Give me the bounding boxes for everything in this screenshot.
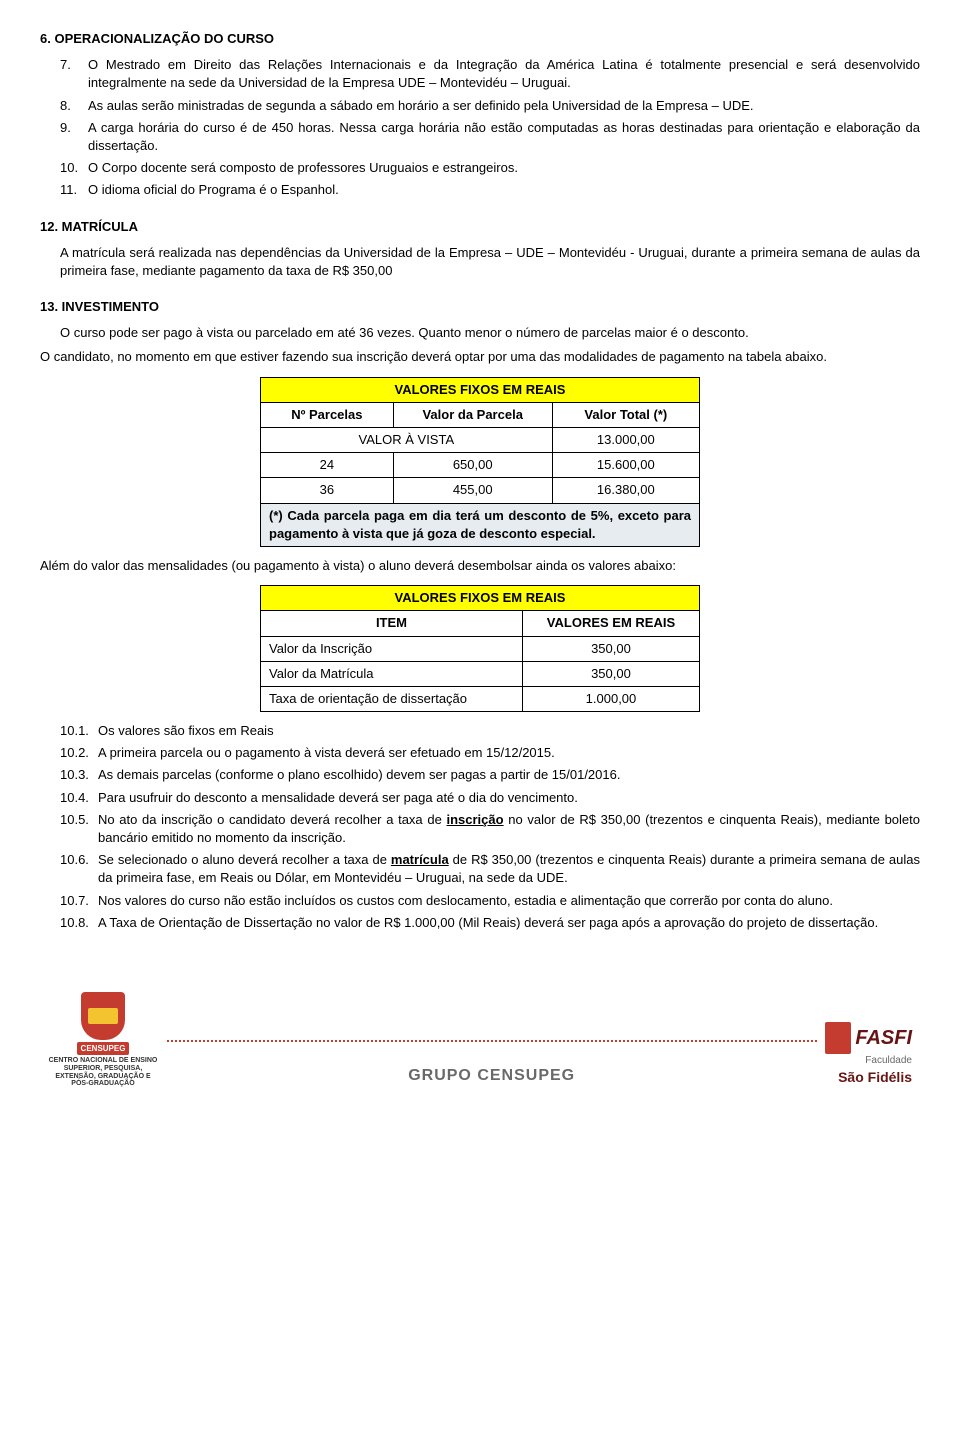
item-text: A primeira parcela ou o pagamento à vist… xyxy=(98,744,920,762)
fasfi-logo: FASFI Faculdade São Fidélis xyxy=(817,1022,920,1088)
table2-title: VALORES FIXOS EM REAIS xyxy=(261,586,700,611)
item-10-8: 10.8. A Taxa de Orientação de Dissertaçã… xyxy=(60,914,920,932)
item-7: 7. O Mestrado em Direito das Relações In… xyxy=(60,56,920,92)
item-num: 10.3. xyxy=(60,766,98,784)
table-row: Valor da Matrícula 350,00 xyxy=(261,661,700,686)
cell-item: Taxa de orientação de dissertação xyxy=(261,686,523,711)
section-13-heading: 13. INVESTIMENTO xyxy=(40,298,920,316)
section-12-heading: 12. MATRÍCULA xyxy=(40,218,920,236)
cell-parcela: 455,00 xyxy=(393,478,552,503)
table1-footnote: (*) Cada parcela paga em dia terá um des… xyxy=(261,503,700,546)
between-tables-text: Além do valor das mensalidades (ou pagam… xyxy=(40,557,920,575)
church-icon xyxy=(825,1022,851,1054)
item-10-5: 10.5. No ato da inscrição o candidato de… xyxy=(60,811,920,847)
item-num: 10.1. xyxy=(60,722,98,740)
item-10: 10. O Corpo docente será composto de pro… xyxy=(60,159,920,177)
cell-total: 15.600,00 xyxy=(552,453,699,478)
table1-vista-total: 13.000,00 xyxy=(552,428,699,453)
item-text: O Corpo docente será composto de profess… xyxy=(88,159,920,177)
cell-item: Valor da Inscrição xyxy=(261,636,523,661)
item-9: 9. A carga horária do curso é de 450 hor… xyxy=(60,119,920,155)
table1-h2: Valor da Parcela xyxy=(393,402,552,427)
cell-parcela: 650,00 xyxy=(393,453,552,478)
item-text: As demais parcelas (conforme o plano esc… xyxy=(98,766,920,784)
item-num: 10. xyxy=(60,159,88,177)
table2-h1: ITEM xyxy=(261,611,523,636)
page-footer: CENSUPEG CENTRO NACIONAL DE ENSINO SUPER… xyxy=(40,992,920,1088)
cell-val: 350,00 xyxy=(522,636,699,661)
item-text: Para usufruir do desconto a mensalidade … xyxy=(98,789,920,807)
item-num: 10.4. xyxy=(60,789,98,807)
section-13-body2: O candidato, no momento em que estiver f… xyxy=(40,348,920,366)
cell-total: 16.380,00 xyxy=(552,478,699,503)
item-10-7: 10.7. Nos valores do curso não estão inc… xyxy=(60,892,920,910)
item-10-4: 10.4. Para usufruir do desconto a mensal… xyxy=(60,789,920,807)
item-text: A Taxa de Orientação de Dissertação no v… xyxy=(98,914,920,932)
footer-divider xyxy=(40,1040,920,1042)
item-num: 10.7. xyxy=(60,892,98,910)
item-text: Se selecionado o aluno deverá recolher a… xyxy=(98,851,920,887)
item-num: 8. xyxy=(60,97,88,115)
item-10-6: 10.6. Se selecionado o aluno deverá reco… xyxy=(60,851,920,887)
section-12-body: A matrícula será realizada nas dependênc… xyxy=(60,244,920,280)
censupeg-subtitle: CENTRO NACIONAL DE ENSINO SUPERIOR, PESQ… xyxy=(48,1057,158,1088)
cell-val: 1.000,00 xyxy=(522,686,699,711)
item-text: O Mestrado em Direito das Relações Inter… xyxy=(88,56,920,92)
cell-n: 36 xyxy=(261,478,394,503)
item-10-3: 10.3. As demais parcelas (conforme o pla… xyxy=(60,766,920,784)
table-row: Valor da Inscrição 350,00 xyxy=(261,636,700,661)
fasfi-sub2: São Fidélis xyxy=(838,1068,912,1088)
table-row: 36 455,00 16.380,00 xyxy=(261,478,700,503)
cell-item: Valor da Matrícula xyxy=(261,661,523,686)
item-8: 8. As aulas serão ministradas de segunda… xyxy=(60,97,920,115)
item-text: A carga horária do curso é de 450 horas.… xyxy=(88,119,920,155)
fasfi-sub1: Faculdade xyxy=(865,1054,912,1068)
section-13-body1: O curso pode ser pago à vista ou parcela… xyxy=(60,324,920,342)
item-text: Nos valores do curso não estão incluídos… xyxy=(98,892,920,910)
item-num: 9. xyxy=(60,119,88,155)
fasfi-name: FASFI xyxy=(855,1024,912,1052)
table1-h3: Valor Total (*) xyxy=(552,402,699,427)
item-num: 7. xyxy=(60,56,88,92)
shield-icon xyxy=(81,992,125,1040)
item-10-1: 10.1. Os valores são fixos em Reais xyxy=(60,722,920,740)
table2-h2: VALORES EM REAIS xyxy=(522,611,699,636)
table1-h1: Nº Parcelas xyxy=(261,402,394,427)
item-text: Os valores são fixos em Reais xyxy=(98,722,920,740)
item-text: As aulas serão ministradas de segunda a … xyxy=(88,97,920,115)
section-6-heading: 6. OPERACIONALIZAÇÃO DO CURSO xyxy=(40,30,920,48)
item-text: No ato da inscrição o candidato deverá r… xyxy=(98,811,920,847)
item-num: 10.6. xyxy=(60,851,98,887)
fees-table: VALORES FIXOS EM REAIS ITEM VALORES EM R… xyxy=(260,585,700,712)
grupo-censupeg-text: GRUPO CENSUPEG xyxy=(408,1067,575,1084)
item-10-2: 10.2. A primeira parcela ou o pagamento … xyxy=(60,744,920,762)
item-num: 10.8. xyxy=(60,914,98,932)
censupeg-badge: CENSUPEG xyxy=(77,1042,130,1055)
item-num: 10.5. xyxy=(60,811,98,847)
table1-title: VALORES FIXOS EM REAIS xyxy=(261,377,700,402)
table-row: 24 650,00 15.600,00 xyxy=(261,453,700,478)
pricing-table: VALORES FIXOS EM REAIS Nº Parcelas Valor… xyxy=(260,377,700,547)
grupo-censupeg-logo: GRUPO CENSUPEG xyxy=(400,1065,583,1087)
item-11: 11. O idioma oficial do Programa é o Esp… xyxy=(60,181,920,199)
item-num: 10.2. xyxy=(60,744,98,762)
item-num: 11. xyxy=(60,181,88,199)
item-text: O idioma oficial do Programa é o Espanho… xyxy=(88,181,920,199)
table-row: Taxa de orientação de dissertação 1.000,… xyxy=(261,686,700,711)
censupeg-logo: CENSUPEG CENTRO NACIONAL DE ENSINO SUPER… xyxy=(40,992,166,1088)
cell-val: 350,00 xyxy=(522,661,699,686)
cell-n: 24 xyxy=(261,453,394,478)
table1-vista-label: VALOR À VISTA xyxy=(261,428,553,453)
